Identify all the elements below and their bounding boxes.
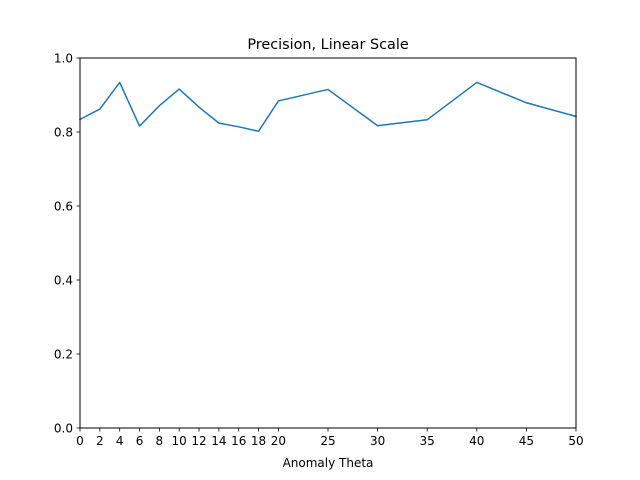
series-layer [78, 81, 577, 133]
x-tick-label: 8 [156, 434, 164, 448]
x-tick-label: 2 [96, 434, 104, 448]
series-group [78, 81, 577, 133]
x-tick-label: 10 [172, 434, 187, 448]
x-tick-label: 16 [231, 434, 246, 448]
y-tick-label: 0.0 [54, 422, 73, 436]
series-line [78, 81, 577, 133]
x-tick-label: 6 [136, 434, 144, 448]
x-tick-label: 14 [211, 434, 226, 448]
y-tick-label: 0.2 [54, 348, 73, 362]
x-tick-label: 4 [116, 434, 124, 448]
plot-frame [79, 57, 577, 429]
x-tick-label: 40 [469, 434, 484, 448]
axis-ticks: 0 2 4 6 8 10 12 14 16 18 20 25 30 35 40 45 50 0.0 0.2 0.4 0.… [54, 52, 584, 449]
y-tick-label: 1.0 [54, 52, 73, 66]
x-tick-label: 12 [191, 434, 206, 448]
y-tick-label: 0.4 [54, 274, 73, 288]
x-tick-label: 45 [519, 434, 534, 448]
x-tick-label: 35 [420, 434, 435, 448]
x-tick-label: 25 [320, 434, 335, 448]
x-tick-label: 18 [251, 434, 266, 448]
x-axis-title: Anomaly Theta [283, 456, 374, 470]
x-tick-label: 20 [271, 434, 286, 448]
chart-title: Precision, Linear Scale [247, 37, 409, 53]
y-tick-label: 0.6 [54, 200, 73, 214]
y-tick-label: 0.8 [54, 126, 73, 140]
x-tick-label: 30 [370, 434, 385, 448]
x-tick-label: 0 [76, 434, 84, 448]
x-tick-label: 50 [568, 434, 583, 448]
